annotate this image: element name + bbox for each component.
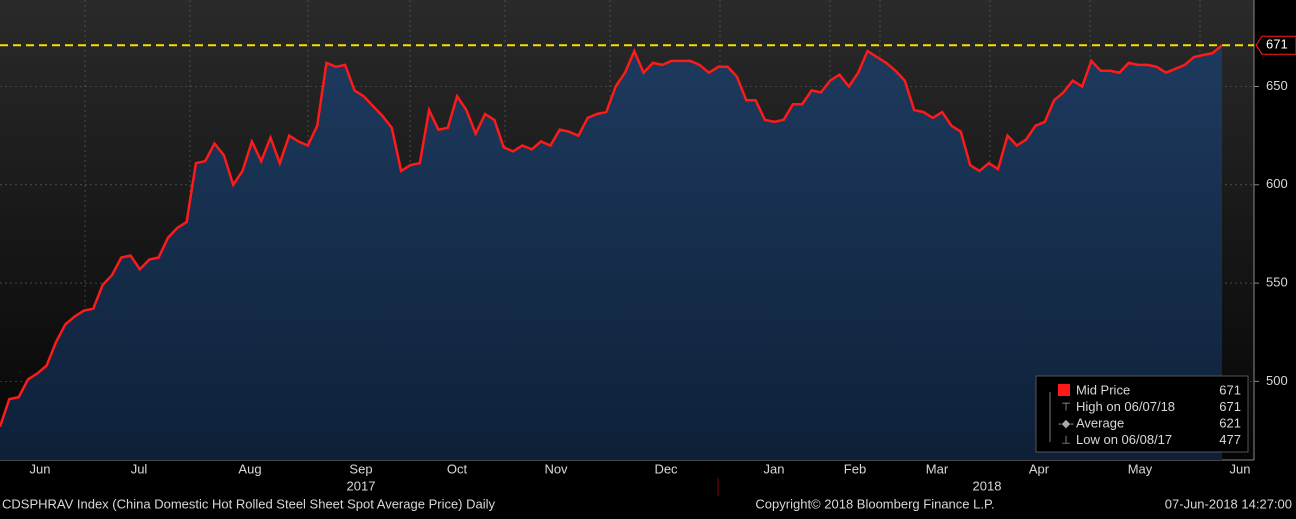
x-tick-label: Nov	[544, 461, 568, 476]
x-tick-label: Jun	[1230, 461, 1251, 476]
x-tick-label: Jan	[764, 461, 785, 476]
last-value-label: 671	[1266, 37, 1288, 52]
legend-value: 671	[1219, 399, 1241, 414]
legend-swatch	[1058, 384, 1070, 396]
x-tick-label: Aug	[238, 461, 261, 476]
y-tick-label: 550	[1266, 275, 1288, 290]
legend-label: Low on 06/08/17	[1076, 432, 1172, 447]
footer-center: Copyright© 2018 Bloomberg Finance L.P.	[755, 496, 994, 511]
x-tick-label: Apr	[1029, 461, 1050, 476]
footer-left: CDSPHRAV Index (China Domestic Hot Rolle…	[2, 496, 496, 511]
legend-box	[1035, 375, 1249, 453]
legend-symbol: -◆-	[1058, 418, 1074, 430]
footer-right: 07-Jun-2018 14:27:00	[1165, 496, 1292, 511]
area-fill	[0, 45, 1222, 460]
x-tick-label: Jul	[131, 461, 148, 476]
y-tick-label: 500	[1266, 373, 1288, 388]
legend-label: Average	[1076, 415, 1124, 430]
x-tick-label: Jun	[30, 461, 51, 476]
y-tick-label: 650	[1266, 78, 1288, 93]
x-tick-label: Sep	[349, 461, 372, 476]
x-tick-label: Oct	[447, 461, 468, 476]
legend-symbol: ⊤	[1061, 401, 1071, 413]
year-label: 2017	[347, 478, 376, 493]
x-tick-label: Dec	[654, 461, 678, 476]
x-tick-label: May	[1128, 461, 1153, 476]
price-line	[0, 44, 1223, 428]
legend: Mid Price 671 ⊤ High on 06/07/18 671 -◆- Avera…	[1035, 375, 1249, 453]
year-label: 2018	[973, 478, 1002, 493]
legend-label: High on 06/07/18	[1076, 399, 1175, 414]
x-tick-label: Feb	[844, 461, 866, 476]
y-tick-label: 600	[1266, 176, 1288, 191]
legend-value: 477	[1219, 432, 1241, 447]
legend-value: 621	[1219, 415, 1241, 430]
legend-label: Mid Price	[1076, 382, 1130, 397]
legend-symbol: ⊥	[1061, 434, 1071, 446]
legend-value: 671	[1219, 382, 1241, 397]
x-tick-label: Mar	[926, 461, 949, 476]
last-value-tag	[1255, 35, 1296, 55]
